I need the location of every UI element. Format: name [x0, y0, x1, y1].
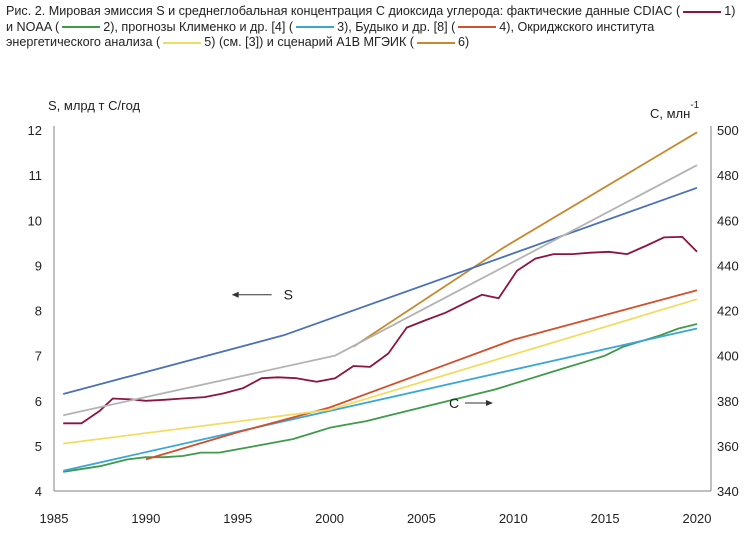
x-tick-label: 2015: [591, 511, 620, 526]
left-tick-label: 6: [35, 394, 42, 409]
legend-swatch-2: [62, 26, 101, 29]
x-tick-label: 2000: [315, 511, 344, 526]
caption-part-4: 3), Будыко и др. [8] (: [337, 19, 456, 34]
right-tick-label: 360: [717, 439, 739, 454]
legend-swatch-3: [296, 26, 335, 29]
left-tick-label: 9: [35, 258, 42, 273]
caption-part-1: (: [675, 4, 681, 18]
series-line-s4: [145, 289, 698, 461]
x-tick-label: 1990: [131, 511, 160, 526]
caption-part-7: 6): [457, 35, 470, 50]
x-tick-label: 1985: [40, 511, 69, 526]
right-axis-label: С, млн-1: [650, 100, 700, 121]
right-tick-label: 420: [717, 304, 739, 319]
caption-prefix: Рис. 2. Мировая эмиссия S и среднеглобал…: [6, 4, 673, 18]
caption-part-2: 1) и NOAA (: [6, 4, 736, 34]
left-tick-label: 8: [35, 304, 42, 319]
x-tick-label: 2010: [499, 511, 528, 526]
annotation-arrowhead-left: [231, 291, 239, 298]
annotation-arrowhead-right: [485, 400, 493, 407]
caption-part-5: 4), Окриджского института энергетическог…: [6, 19, 655, 50]
right-tick-label: 500: [717, 123, 739, 138]
right-tick-label: 460: [717, 213, 739, 228]
caption-part-3: 2), прогнозы Клименко и др. [4] (: [103, 19, 294, 34]
x-tick-label: 1995: [223, 511, 252, 526]
left-tick-label: 7: [35, 349, 42, 364]
right-tick-label: 380: [717, 394, 739, 409]
legend-swatch-6: [416, 41, 455, 44]
legend-swatch-5: [163, 41, 202, 44]
series-line-s5: [63, 298, 698, 445]
figure-caption: Рис. 2. Мировая эмиссия S и среднеглобал…: [6, 4, 738, 51]
right-tick-label: 340: [717, 484, 739, 499]
series-line-s6: [353, 131, 698, 348]
caption-part-6: 5) (см. [3]) и сценарий А1В МГЭИК (: [204, 35, 414, 50]
left-tick-label: 5: [35, 439, 42, 454]
series-line-blue: [62, 186, 698, 395]
series-line-s3: [63, 327, 698, 472]
legend-swatch-4: [458, 26, 497, 29]
x-tick-label: 2005: [407, 511, 436, 526]
x-tick-label: 2020: [683, 511, 712, 526]
left-tick-label: 4: [35, 484, 42, 499]
left-tick-label: 10: [28, 213, 42, 228]
annotation-label-c: C: [449, 395, 459, 411]
right-tick-label: 440: [717, 258, 739, 273]
series-line-gray: [63, 164, 698, 417]
annotation-label-s: S: [284, 287, 293, 303]
left-axis-label: S, млрд т С/год: [48, 98, 141, 113]
left-tick-label: 12: [28, 123, 42, 138]
series-line-s2: [63, 323, 698, 473]
right-tick-label: 400: [717, 349, 739, 364]
left-tick-label: 11: [29, 168, 43, 183]
right-tick-label: 480: [717, 168, 739, 183]
series-line-s1: [63, 235, 698, 425]
legend-swatch-1: [683, 10, 722, 13]
